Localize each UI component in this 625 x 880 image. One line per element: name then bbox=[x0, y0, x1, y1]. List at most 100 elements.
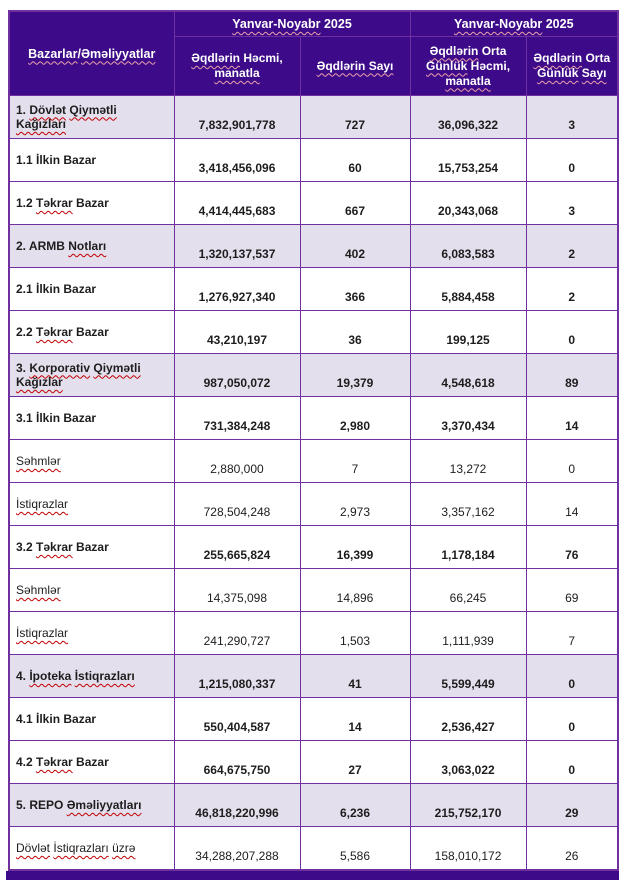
cell-value: 158,010,172 bbox=[409, 826, 527, 871]
spellcheck-squiggle: İstiqrazları bbox=[53, 840, 109, 855]
spellcheck-squiggle: Notları bbox=[68, 238, 107, 253]
cell-value: 14,375,098 bbox=[173, 568, 301, 612]
cell-value: 76 bbox=[525, 525, 619, 569]
cell-value: 29 bbox=[525, 783, 619, 827]
cell-value: 2,536,427 bbox=[409, 697, 527, 741]
table-row: 2. ARMB Notları 1,320,137,537 402 6,083,583… bbox=[8, 224, 619, 268]
row-label: 5. REPO Əməliyyatları bbox=[8, 783, 175, 827]
table-row: 1. Dövlət Qiymətli Kağızları 7,832,901,77… bbox=[8, 95, 619, 139]
cell-value: 36,096,322 bbox=[409, 95, 527, 139]
spellcheck-squiggle: manatla bbox=[445, 73, 491, 88]
spellcheck-squiggle: Təkrar bbox=[36, 324, 73, 339]
cell-value: 1,178,184 bbox=[409, 525, 527, 569]
cell-value: 16,399 bbox=[299, 525, 411, 569]
cell-value: 27 bbox=[299, 740, 411, 784]
cell-value: 0 bbox=[525, 654, 619, 698]
group-header-period-2: Yanvar-Noyabr 2025 bbox=[409, 10, 619, 37]
cell-value: 66,245 bbox=[409, 568, 527, 612]
column-header: Əqdlərin Həcmi, manatla bbox=[173, 36, 301, 96]
cell-value: 255,665,824 bbox=[173, 525, 301, 569]
cell-value: 667 bbox=[299, 181, 411, 225]
cell-value: 2 bbox=[525, 267, 619, 311]
cell-value: 14 bbox=[525, 396, 619, 440]
row-label: 3. Korporativ Qiymətli Kağızlar bbox=[8, 353, 175, 397]
row-label: 2.1 İlkin Bazar bbox=[8, 267, 175, 311]
spellcheck-squiggle: Dövlət bbox=[16, 840, 51, 855]
cell-value: 2,980 bbox=[299, 396, 411, 440]
group-header-row: Bazarlar/Əməliyyatlar Yanvar-Noyabr 2025… bbox=[8, 10, 619, 96]
spellcheck-squiggle: Əqdlərin bbox=[429, 43, 479, 58]
cell-value: 3 bbox=[525, 95, 619, 139]
table-row: 2.1 İlkin Bazar 1,276,927,340 366 5,884,458… bbox=[8, 267, 619, 311]
spellcheck-squiggle: Əqdlərin bbox=[191, 51, 241, 65]
spellcheck-squiggle: Təkrar bbox=[36, 195, 73, 210]
table-row: 3.2 Təkrar Bazar 255,665,824 16,399 1,178,1… bbox=[8, 525, 619, 569]
cell-value: 366 bbox=[299, 267, 411, 311]
cell-value: 41 bbox=[299, 654, 411, 698]
spellcheck-squiggle: üzrə bbox=[112, 840, 136, 855]
cell-value: 19,379 bbox=[299, 353, 411, 397]
table-row: Səhmlər 2,880,000 7 13,272 0 bbox=[8, 439, 619, 483]
cell-value: 4,548,618 bbox=[409, 353, 527, 397]
row-label: 2.2 Təkrar Bazar bbox=[8, 310, 175, 354]
table-row: İstiqrazlar 241,290,727 1,503 1,111,939 7 bbox=[8, 611, 619, 655]
spellcheck-squiggle: Günlük bbox=[426, 58, 468, 73]
spellcheck-squiggle: Dövlət bbox=[29, 102, 67, 117]
cell-value: 1,276,927,340 bbox=[173, 267, 301, 311]
cell-value: 5,586 bbox=[299, 826, 411, 871]
table-row: 3. Korporativ Qiymətli Kağızlar 987,050,0… bbox=[8, 353, 619, 397]
cell-value: 2,973 bbox=[299, 482, 411, 526]
spellcheck-squiggle: Korporativ bbox=[29, 360, 91, 375]
table-row: 5. REPO Əməliyyatları 46,818,220,996 6,236… bbox=[8, 783, 619, 827]
cell-value: 14 bbox=[299, 697, 411, 741]
cell-value: 0 bbox=[525, 310, 619, 354]
spellcheck-squiggle: Kağızlar bbox=[16, 375, 63, 389]
cell-value: 20,343,068 bbox=[409, 181, 527, 225]
table-header: Bazarlar/Əməliyyatlar Yanvar-Noyabr 2025… bbox=[8, 10, 619, 96]
cell-value: 1,503 bbox=[299, 611, 411, 655]
row-label: 2. ARMB Notları bbox=[8, 224, 175, 268]
row-label: 1.1 İlkin Bazar bbox=[8, 138, 175, 182]
cell-value: 89 bbox=[525, 353, 619, 397]
cell-value: 550,404,587 bbox=[173, 697, 301, 741]
row-label: 3.1 İlkin Bazar bbox=[8, 396, 175, 440]
cell-value: 5,599,449 bbox=[409, 654, 527, 698]
cell-value: 69 bbox=[525, 568, 619, 612]
spellcheck-squiggle: Təkrar bbox=[36, 539, 73, 554]
spellcheck-squiggle: Bazarlar bbox=[28, 46, 78, 61]
cell-value: 3,063,022 bbox=[409, 740, 527, 784]
table-row: 3.1 İlkin Bazar 731,384,248 2,980 3,370,434… bbox=[8, 396, 619, 440]
spellcheck-squiggle: Yanvar-Noyabr bbox=[454, 17, 543, 31]
row-label: İstiqrazlar bbox=[8, 611, 175, 655]
spellcheck-squiggle: Qiymətli bbox=[69, 102, 117, 117]
table-body: 1. Dövlət Qiymətli Kağızları 7,832,901,77… bbox=[8, 95, 619, 871]
cell-value: 60 bbox=[299, 138, 411, 182]
spellcheck-squiggle: Sayı bbox=[581, 66, 607, 80]
cell-value: 2 bbox=[525, 224, 619, 268]
cell-value: 3,418,456,096 bbox=[173, 138, 301, 182]
cell-value: 7 bbox=[299, 439, 411, 483]
cell-value: 728,504,248 bbox=[173, 482, 301, 526]
cell-value: 14,896 bbox=[299, 568, 411, 612]
cell-value: 15,753,254 bbox=[409, 138, 527, 182]
cell-value: 727 bbox=[299, 95, 411, 139]
cell-value: 199,125 bbox=[409, 310, 527, 354]
securities-market-table: Bazarlar/Əməliyyatlar Yanvar-Noyabr 2025… bbox=[8, 10, 620, 871]
spellcheck-squiggle: Yanvar-Noyabr bbox=[232, 17, 321, 31]
cell-value: 13,272 bbox=[409, 439, 527, 483]
row-label: 4.2 Təkrar Bazar bbox=[8, 740, 175, 784]
cell-value: 34,288,207,288 bbox=[173, 826, 301, 871]
cell-value: 1,320,137,537 bbox=[173, 224, 301, 268]
row-label: Səhmlər bbox=[8, 568, 175, 612]
next-section-header-partial bbox=[6, 871, 619, 880]
spellcheck-squiggle: Günlük bbox=[537, 66, 579, 80]
cell-value: 664,675,750 bbox=[173, 740, 301, 784]
row-label: 4. İpoteka İstiqrazları bbox=[8, 654, 175, 698]
cell-value: 0 bbox=[525, 439, 619, 483]
row-label: 1.2 Təkrar Bazar bbox=[8, 181, 175, 225]
cell-value: 1,111,939 bbox=[409, 611, 527, 655]
table-row: 4.2 Təkrar Bazar 664,675,750 27 3,063,022 0 bbox=[8, 740, 619, 784]
cell-value: 5,884,458 bbox=[409, 267, 527, 311]
cell-value: 36 bbox=[299, 310, 411, 354]
